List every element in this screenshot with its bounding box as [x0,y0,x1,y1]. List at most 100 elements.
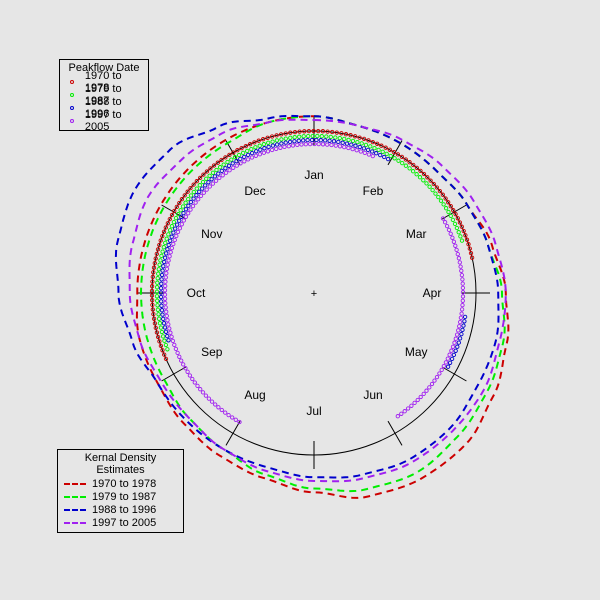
peakflow-point [165,247,170,252]
peakflow-point [459,268,464,273]
peakflow-point [159,277,164,282]
peakflow-point [179,214,184,219]
peakflow-point [200,390,206,395]
month-label: Mar [406,227,427,241]
peakflow-point [402,409,407,414]
peakflow-point [320,129,326,134]
peakflow-point [269,134,275,139]
peakflow-point [257,152,263,157]
peakflow-point [395,414,400,419]
peakflow-point [208,166,213,171]
peakflow-point [363,142,369,148]
peakflow-point [446,227,452,233]
peakflow-point [154,294,160,299]
peakflow-point [177,218,182,223]
peakflow-point [234,158,239,164]
month-label: Apr [423,286,442,300]
peakflow-point [460,285,466,291]
peakflow-point [460,327,465,333]
peakflow-point [355,139,360,145]
peakflow-point [462,319,467,324]
peakflow-point [432,378,437,383]
peakflow-point [214,167,219,173]
peakflow-point [177,226,183,231]
peakflow-point [193,200,198,205]
peakflow-point [444,223,450,229]
peakflow-point [403,157,408,162]
peakflow-point [287,139,293,145]
peakflow-point [149,284,155,289]
peakflow-point [247,142,253,147]
peakflow-point [319,134,324,139]
peakflow-point [446,200,451,205]
peakflow-point [409,403,414,408]
density-legend-row: 1970 to 1978 [58,477,183,490]
peakflow-point [297,129,302,134]
peakflow-point [186,196,191,202]
peakflow-legend-label: 1970 to 1978 [84,69,122,94]
peakflow-point [414,165,420,171]
peakflow-point [288,135,293,140]
month-label: Sep [201,345,223,359]
peakflow-point [440,192,445,197]
peakflow-point [156,312,161,317]
peakflow-point [157,242,162,248]
density-legend-label: 1970 to 1978 [92,477,157,490]
peakflow-point [164,313,169,319]
peakflow-point [412,400,417,406]
month-tick [387,140,403,166]
peakflow-point [348,133,353,138]
peakflow-point [235,148,240,153]
month-tick [161,366,187,382]
peakflow-point [181,218,186,223]
peakflow-point [150,274,155,280]
peakflow-point [278,145,283,150]
month-label: Dec [244,184,265,198]
peakflow-point [459,331,464,337]
peakflow-point [261,142,267,147]
peakflow-point [223,170,229,175]
peakflow-point [425,175,430,180]
peakflow-point [380,149,385,154]
peakflow-point [323,138,328,143]
peakflow-point [173,226,178,231]
peakflow-point [460,302,465,308]
peakflow-point [158,286,164,291]
peakflow-point [454,332,460,337]
peakflow-point [157,262,162,267]
peakflow-point [439,367,444,373]
peakflow-point [459,307,465,312]
peakflow-point [169,224,175,229]
peakflow-point [258,147,263,152]
peakflow-point [219,407,224,413]
peakflow-point [178,208,183,213]
peakflow-point [447,360,453,365]
peakflow-point [163,283,168,289]
peakflow-point [151,265,157,270]
peakflow-point [161,229,167,234]
peakflow-point [456,230,461,235]
peakflow-point [217,175,222,181]
peakflow-point [359,141,364,146]
peakflow-point [274,133,279,138]
peakflow-point [453,243,458,248]
peakflow-point [460,281,465,286]
month-tick [161,204,187,220]
peakflow-point [158,290,164,295]
peakflow-point [249,146,254,152]
peakflow-point [158,325,164,330]
peakflow-point [253,153,259,158]
peakflow-point [221,162,226,167]
peakflow-point [464,237,470,242]
peakflow-point [357,144,362,150]
peakflow-point [466,242,471,247]
peakflow-legend-row: 1997 to 2005 [60,109,148,133]
peakflow-point [225,159,230,165]
peakflow-point [415,397,420,403]
peakflow-point [171,241,176,247]
peakflow-point [407,160,412,165]
peakflow-point [265,149,271,154]
peakflow-point [179,358,184,363]
peakflow-point [204,187,209,192]
peakflow-point [270,143,276,148]
